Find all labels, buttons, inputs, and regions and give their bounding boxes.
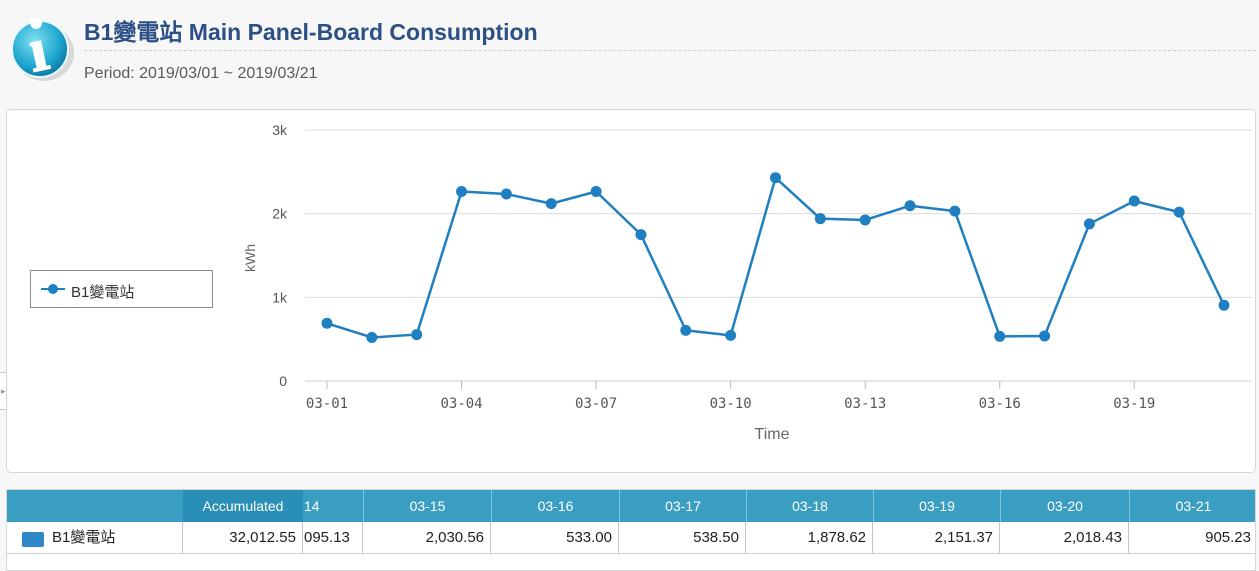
y-tick-label: 2k [272, 206, 288, 222]
expand-arrow-icon: ▸ [1, 386, 6, 396]
data-point [411, 329, 423, 341]
header-date[interactable]: 03-18 [746, 490, 873, 522]
header-date[interactable]: 03-20 [1000, 490, 1129, 522]
info-icon [11, 17, 74, 81]
value-cell: 2,151.37 [873, 522, 1000, 554]
y-tick-label: 0 [279, 373, 287, 389]
series-line [326, 176, 1226, 339]
x-tick-label: 03-01 [306, 396, 348, 412]
header-accumulated[interactable]: Accumulated [183, 490, 303, 522]
x-tick-label: 03-16 [979, 396, 1021, 412]
legend-label: B1變電站 [71, 284, 135, 301]
x-tick-label: 03-13 [844, 396, 886, 412]
table-row: B1變電站 32,012.55 095.13 2,030.56 533.00 5… [7, 522, 1255, 554]
data-point [859, 214, 871, 226]
data-point [456, 185, 468, 197]
value-cell: 2,030.56 [363, 522, 491, 554]
data-point [725, 329, 737, 341]
page-header: B1變電站 Main Panel-Board Consumption Perio… [0, 0, 1259, 100]
row-name: B1變電站 [52, 529, 116, 546]
data-point [949, 205, 961, 217]
period-text: Period: 2019/03/01 ~ 2019/03/21 [84, 65, 318, 82]
series-color-swatch [22, 532, 44, 547]
page-title: B1變電站 Main Panel-Board Consumption [84, 19, 538, 45]
value-cell: 538.50 [619, 522, 746, 554]
data-point [590, 185, 602, 197]
y-tick-label: 1k [272, 289, 288, 305]
data-point [770, 172, 781, 184]
header-date[interactable]: 03-19 [873, 490, 1000, 522]
data-point [680, 324, 692, 336]
legend-marker-icon [41, 284, 65, 294]
table-header: Accumulated 14 03-15 03-16 03-17 03-18 0… [7, 490, 1255, 522]
data-point [321, 317, 333, 329]
data-point [1173, 206, 1185, 218]
y-tick-label: 3k [272, 122, 288, 138]
header-divider [84, 50, 1256, 51]
value-cell: 1,878.62 [746, 522, 873, 554]
data-point [994, 330, 1006, 342]
partial-value-cell: 095.13 [303, 522, 363, 554]
consumption-line-chart: 0 1k 2k 3k 03-01 03-04 03-07 03-10 03-13 03-16 03-… [242, 122, 1252, 443]
x-tick-label: 03-04 [440, 396, 482, 412]
value-cell: 2,018.43 [1000, 522, 1129, 554]
header-date[interactable]: 03-21 [1129, 490, 1255, 522]
data-point [1083, 218, 1095, 230]
data-point [1218, 299, 1230, 311]
value-cell: 533.00 [491, 522, 619, 554]
data-point [635, 229, 647, 241]
header-date[interactable]: 03-15 [363, 490, 491, 522]
data-point [904, 200, 916, 212]
x-axis-title: Time [755, 426, 790, 443]
data-point [545, 198, 557, 210]
header-date[interactable]: 03-16 [491, 490, 619, 522]
header-partial-date[interactable]: 14 [304, 498, 320, 514]
data-point [366, 331, 378, 343]
x-tick-label: 03-07 [575, 396, 617, 412]
value-cell: 905.23 [1205, 529, 1251, 546]
data-point [500, 188, 512, 200]
chart-legend[interactable]: B1變電站 [30, 270, 213, 308]
x-tick-label: 03-10 [710, 396, 752, 412]
accumulated-cell: 32,012.55 [183, 522, 303, 554]
y-axis-title: kWh [242, 244, 258, 272]
data-point [814, 213, 826, 225]
header-date[interactable]: 03-17 [619, 490, 746, 522]
x-tick-label: 03-19 [1113, 396, 1155, 412]
data-table: Accumulated 14 03-15 03-16 03-17 03-18 0… [6, 489, 1256, 571]
row-name-cell: B1變電站 [7, 522, 183, 554]
data-point [1128, 195, 1140, 207]
data-point [1039, 330, 1051, 342]
chart-panel: 0 1k 2k 3k 03-01 03-04 03-07 03-10 03-13 03-16 03-… [6, 109, 1256, 473]
